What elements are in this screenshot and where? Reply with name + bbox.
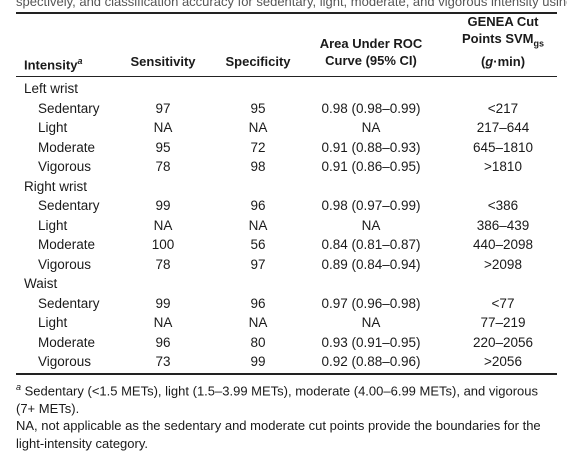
table-top-rule bbox=[16, 12, 557, 14]
table-row: Sedentary 99 96 0.97 (0.96–0.98) <77 bbox=[0, 294, 567, 314]
cell-sensitivity: 99 bbox=[155, 198, 171, 213]
cell-auc: 0.93 (0.91–0.95) bbox=[321, 334, 421, 350]
cell-sensitivity: NA bbox=[153, 217, 173, 233]
cell-auc: NA bbox=[361, 217, 381, 233]
table-row: Light NA NA NA 77–219 bbox=[0, 313, 567, 333]
cell-sensitivity: NA bbox=[153, 120, 173, 135]
cell-sensitivity: 73 bbox=[155, 354, 171, 369]
cell-cut-point: 645–1810 bbox=[472, 139, 534, 155]
cell-sensitivity: NA bbox=[153, 315, 173, 330]
table-header-rule bbox=[16, 76, 557, 78]
cell-sensitivity: 95 bbox=[155, 139, 171, 155]
cell-specificity: 96 bbox=[250, 198, 266, 213]
cell-specificity: NA bbox=[248, 217, 268, 233]
cell-cut-point: 440–2098 bbox=[472, 237, 534, 252]
cell-intensity: Moderate bbox=[38, 334, 96, 350]
cell-intensity: Light bbox=[38, 120, 68, 135]
cell-cut-point: >2056 bbox=[484, 354, 522, 369]
group-label: Left wrist bbox=[24, 81, 79, 96]
group-label: Waist bbox=[24, 276, 58, 291]
cell-sensitivity: 97 bbox=[155, 100, 171, 116]
header-auc: Area Under ROC Curve (95% CI) bbox=[319, 36, 423, 68]
cell-cut-point: <386 bbox=[487, 198, 519, 213]
cell-specificity: 96 bbox=[250, 295, 266, 311]
cell-sensitivity: 99 bbox=[155, 295, 171, 311]
table-row: Moderate 96 80 0.93 (0.91–0.95) 220–2056 bbox=[0, 333, 567, 353]
cell-sensitivity: 78 bbox=[155, 159, 171, 174]
cell-auc: 0.98 (0.98–0.99) bbox=[321, 100, 421, 116]
cell-specificity: 95 bbox=[250, 100, 266, 116]
group-label: Right wrist bbox=[24, 178, 88, 194]
table-row: Moderate 100 56 0.84 (0.81–0.87) 440–209… bbox=[0, 235, 567, 255]
cell-intensity: Light bbox=[38, 217, 68, 233]
cell-intensity: Light bbox=[38, 315, 68, 330]
cell-intensity: Sedentary bbox=[38, 295, 100, 311]
table-row: Sedentary 99 96 0.98 (0.97–0.99) <386 bbox=[0, 196, 567, 216]
footnote-na: NA, not applicable as the sedentary and … bbox=[16, 418, 541, 451]
group-row: Left wrist bbox=[0, 79, 567, 99]
table-row: Vigorous 78 98 0.91 (0.86–0.95) >1810 bbox=[0, 157, 567, 177]
table-row: Vigorous 78 97 0.89 (0.84–0.94) >2098 bbox=[0, 255, 567, 275]
cell-specificity: 98 bbox=[250, 159, 266, 174]
cell-specificity: 72 bbox=[250, 139, 266, 155]
cell-sensitivity: 96 bbox=[155, 334, 171, 350]
cell-cut-point: 220–2056 bbox=[472, 334, 534, 350]
cell-auc: NA bbox=[361, 120, 381, 135]
table-row: Sedentary 97 95 0.98 (0.98–0.99) <217 bbox=[0, 99, 567, 119]
cell-intensity: Vigorous bbox=[38, 354, 92, 369]
cell-specificity: 97 bbox=[250, 256, 266, 272]
cell-cut-point: 77–219 bbox=[480, 315, 526, 330]
header-intensity: Intensitya bbox=[24, 56, 83, 73]
cell-specificity: 99 bbox=[250, 354, 266, 369]
cell-auc: 0.84 (0.81–0.87) bbox=[321, 237, 421, 252]
cell-auc: 0.89 (0.84–0.94) bbox=[321, 256, 421, 272]
cell-specificity: NA bbox=[248, 315, 268, 330]
cell-cut-point: >2098 bbox=[484, 256, 522, 272]
cell-sensitivity: 100 bbox=[151, 237, 175, 252]
table-caption: spectively, and classification accuracy … bbox=[16, 0, 567, 9]
cell-intensity: Sedentary bbox=[38, 100, 100, 116]
cell-intensity: Sedentary bbox=[38, 198, 100, 213]
cell-cut-point: <217 bbox=[487, 100, 519, 116]
cell-cut-point: 386–439 bbox=[476, 217, 530, 233]
header-cut-points: GENEA Cut Points SVMgs (g·min) bbox=[461, 14, 545, 69]
cell-intensity: Moderate bbox=[38, 237, 96, 252]
group-row: Waist bbox=[0, 274, 567, 294]
cell-cut-point: >1810 bbox=[484, 159, 522, 174]
cell-specificity: 56 bbox=[250, 237, 266, 252]
cell-auc: 0.92 (0.88–0.96) bbox=[321, 354, 421, 369]
cell-specificity: 80 bbox=[250, 334, 266, 350]
cell-auc: 0.98 (0.97–0.99) bbox=[321, 198, 421, 213]
cell-cut-point: 217–644 bbox=[476, 120, 530, 135]
cell-intensity: Vigorous bbox=[38, 159, 92, 174]
cell-intensity: Vigorous bbox=[38, 256, 92, 272]
cell-auc: NA bbox=[361, 315, 381, 330]
table-row: Light NA NA NA 386–439 bbox=[0, 216, 567, 236]
cell-cut-point: <77 bbox=[491, 295, 515, 311]
table-bottom-rule bbox=[16, 373, 557, 375]
cell-sensitivity: 78 bbox=[155, 256, 171, 272]
table-row: Moderate 95 72 0.91 (0.88–0.93) 645–1810 bbox=[0, 138, 567, 158]
cell-auc: 0.91 (0.88–0.93) bbox=[321, 139, 421, 155]
cell-intensity: Moderate bbox=[38, 139, 96, 155]
header-sensitivity: Sensitivity bbox=[130, 54, 196, 69]
group-row: Right wrist bbox=[0, 177, 567, 197]
cell-specificity: NA bbox=[248, 120, 268, 135]
cell-auc: 0.91 (0.86–0.95) bbox=[321, 159, 421, 174]
cell-auc: 0.97 (0.96–0.98) bbox=[321, 295, 421, 311]
table-row: Light NA NA NA 217–644 bbox=[0, 118, 567, 138]
footnote-a: a Sedentary (<1.5 METs), light (1.5–3.99… bbox=[16, 382, 539, 417]
table-row: Vigorous 73 99 0.92 (0.88–0.96) >2056 bbox=[0, 352, 567, 372]
header-specificity: Specificity bbox=[225, 54, 291, 69]
table-body: Left wrist Sedentary 97 95 0.98 (0.98–0.… bbox=[0, 79, 567, 372]
